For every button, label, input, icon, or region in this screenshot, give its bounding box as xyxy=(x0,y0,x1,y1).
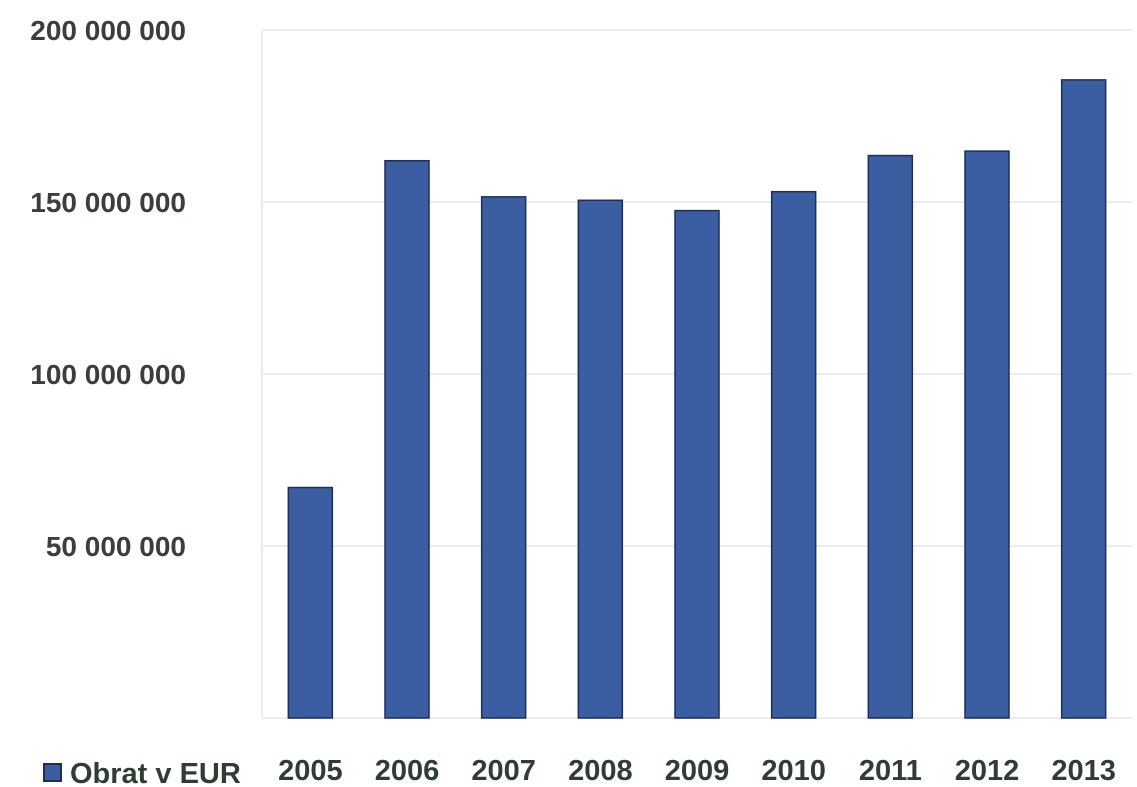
x-tick-label: 2005 xyxy=(278,755,343,787)
y-tick-label: 150 000 000 xyxy=(30,187,186,218)
bar-2008 xyxy=(577,199,624,719)
y-tick-label: 200 000 000 xyxy=(30,15,186,46)
y-tick-label: 100 000 000 xyxy=(30,359,186,390)
x-tick-label: 2012 xyxy=(955,755,1020,787)
x-tick-label: 2006 xyxy=(375,755,440,787)
bar-2011 xyxy=(867,154,914,719)
y-tick-label: 50 000 000 xyxy=(46,531,186,562)
x-tick-label: 2010 xyxy=(761,755,826,787)
x-axis-category-labels: 2005 2006 2007 2008 2009 2010 2011 2012 2013 xyxy=(278,755,1116,787)
y-axis-tick-labels: 50 000 000 100 000 000 150 000 000 200 000 … xyxy=(30,15,186,562)
bar-2009 xyxy=(674,209,720,719)
bar-2010 xyxy=(770,190,817,719)
x-tick-label: 2007 xyxy=(471,755,536,787)
bar-2013 xyxy=(1060,79,1107,719)
x-tick-label: 2009 xyxy=(665,755,730,787)
legend: Obrat v EUR xyxy=(43,758,241,787)
legend-swatch xyxy=(43,763,62,782)
bar-2012 xyxy=(964,150,1010,719)
x-tick-label: 2013 xyxy=(1051,755,1116,787)
bar-2007 xyxy=(480,196,527,719)
bars xyxy=(287,79,1107,719)
legend-label: Obrat v EUR xyxy=(70,758,241,787)
bar-2005 xyxy=(287,486,334,719)
bar-2006 xyxy=(384,159,430,719)
x-tick-label: 2011 xyxy=(859,755,922,787)
x-tick-label: 2008 xyxy=(568,755,633,787)
